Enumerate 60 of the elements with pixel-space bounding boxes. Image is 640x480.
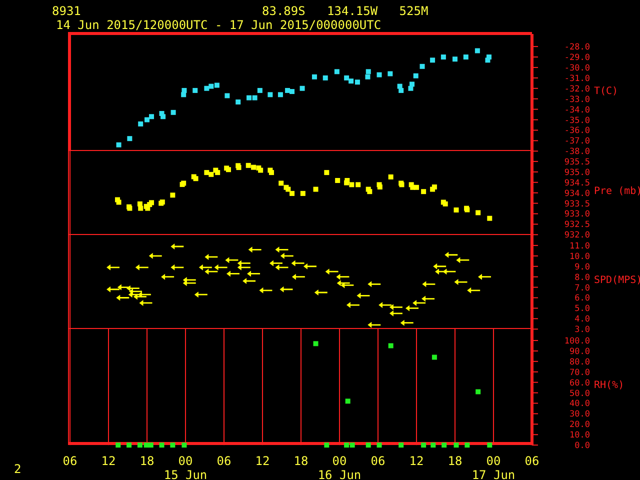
text: 83.89S 134.15W 525M	[262, 4, 428, 18]
y-tick-label: -34.0	[564, 105, 590, 116]
y-tick-label: 932.5	[564, 220, 590, 230]
x-tick-label: 18	[294, 454, 308, 468]
x-tick-label: 00 15 Jun	[164, 454, 208, 480]
y-tick-label: 932.0	[564, 230, 590, 241]
chart-title: 8931	[52, 4, 81, 18]
x-tick-label: 18	[448, 454, 462, 468]
y-tick-label: 934.0	[564, 188, 590, 199]
x-tick-label: 12	[101, 454, 116, 468]
y-tick-label: 90.0	[570, 346, 590, 357]
y-axis-title: T(C)	[594, 86, 618, 97]
y-tick-label: 4.0	[574, 314, 590, 324]
x-tick-label: 06	[62, 454, 78, 468]
y-tick-label: -38.0	[564, 147, 590, 158]
y-tick-label: -29.0	[564, 53, 590, 64]
y-axis-title: RH(%)	[594, 380, 624, 391]
x-tick-label: 18	[140, 454, 154, 468]
x-tick-label: 12	[409, 454, 424, 468]
y-tick-label: 10.0	[570, 252, 590, 262]
y-tick-label: 10.0	[570, 430, 590, 441]
x-tick-label: 06	[216, 454, 232, 468]
y-tick-label: -31.0	[564, 74, 590, 84]
y-axis-title: Pre (mb)	[594, 186, 640, 197]
y-tick-label: 50.0	[570, 388, 590, 399]
text: 2	[14, 462, 22, 476]
chart-subtitle: 14 Jun 2015/120000UTC - 17 Jun 2015/000000UTC	[56, 18, 382, 32]
y-tick-label: 933.0	[564, 210, 590, 220]
y-tick-label: 11.0	[570, 241, 590, 252]
y-tick-label: 80.0	[570, 357, 590, 368]
x-tick-label: 00 16 Jun	[318, 454, 362, 480]
y-tick-label: -37.0	[564, 136, 590, 147]
x-tick-label: 12	[255, 454, 270, 468]
y-tick-label: 9.0	[574, 262, 590, 272]
x-tick-label: 00 17 Jun	[472, 454, 516, 480]
y-tick-label: 935.0	[564, 168, 590, 178]
y-tick-label: 40.0	[570, 399, 590, 410]
y-tick-label: -35.0	[564, 116, 590, 126]
x-tick-label: 06	[370, 454, 386, 468]
y-tick-label: 934.5	[564, 178, 590, 188]
y-tick-label: 935.5	[564, 158, 590, 168]
y-tick-label: -33.0	[564, 94, 590, 105]
y-tick-label: 0.0	[574, 440, 590, 451]
y-tick-label: 8.0	[574, 272, 590, 283]
y-tick-label: -32.0	[564, 84, 590, 94]
y-tick-label: 20.0	[570, 420, 590, 430]
y-tick-label: 933.5	[564, 199, 590, 210]
y-tick-label: -28.0	[564, 42, 590, 53]
y-tick-label: 100.0	[564, 336, 590, 346]
y-tick-label: 6.0	[574, 294, 590, 304]
y-tick-label: 70.0	[570, 368, 590, 378]
y-tick-label: 30.0	[570, 410, 590, 420]
y-tick-label: -36.0	[564, 126, 590, 136]
y-tick-label: 5.0	[574, 304, 590, 314]
y-tick-label: 7.0	[574, 283, 590, 294]
y-axis-title: SPD(MPS)	[594, 274, 640, 286]
y-tick-label: 3.0	[574, 324, 590, 335]
y-tick-label: -30.0	[564, 63, 590, 74]
x-tick-label: 06	[524, 454, 540, 468]
y-tick-label: 60.0	[570, 378, 590, 388]
